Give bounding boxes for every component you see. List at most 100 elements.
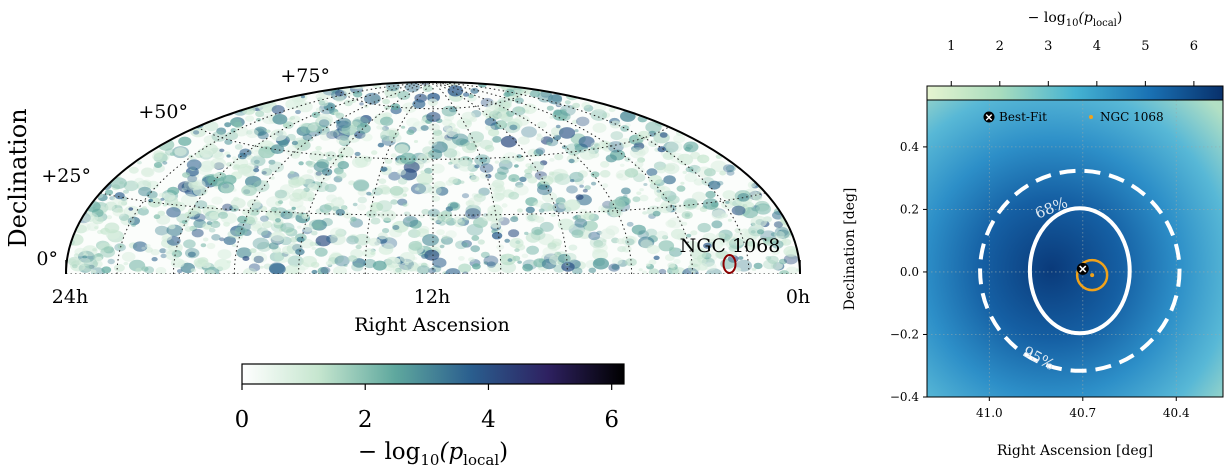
sky-speckle [726, 132, 740, 143]
sky-speckle [590, 146, 596, 150]
sky-speckle [775, 189, 788, 198]
sky-speckle [504, 238, 511, 243]
sky-speckle [224, 122, 232, 128]
sky-speckle [654, 185, 671, 198]
sky-speckle [168, 224, 176, 230]
sky-speckle [632, 196, 641, 202]
sky-speckle [710, 112, 727, 124]
sky-speckle [214, 82, 226, 89]
sky-speckle [625, 82, 637, 91]
sky-speckle [97, 194, 108, 202]
sky-speckle [552, 202, 567, 213]
sky-speckle [589, 236, 607, 249]
skymap-ngc-marker[interactable] [722, 254, 737, 274]
sky-speckle [600, 161, 610, 168]
sky-speckle [441, 105, 457, 117]
sky-speckle [66, 206, 75, 216]
sky-speckle [678, 94, 687, 100]
sky-speckle [200, 243, 207, 248]
sky-speckle [395, 144, 409, 154]
dec-tick-label-75: +75° [280, 65, 330, 87]
sky-speckle [66, 196, 81, 208]
sky-speckle [241, 208, 252, 216]
sky-speckle [670, 93, 681, 101]
sky-speckle [412, 99, 426, 109]
sky-speckle [761, 121, 776, 133]
sky-speckle [288, 177, 300, 186]
sky-speckle [683, 121, 695, 129]
sky-speckle [728, 245, 738, 252]
sky-speckle [539, 221, 554, 232]
sky-speckle [141, 266, 149, 272]
sky-speckle [235, 82, 246, 87]
sky-speckle [690, 128, 702, 137]
sky-speckle [472, 263, 481, 270]
sky-speckle [676, 185, 686, 192]
sky-speckle [406, 129, 415, 135]
sky-speckle [441, 118, 453, 127]
sky-speckle [490, 192, 505, 202]
sky-speckle [571, 119, 578, 124]
sky-speckle [484, 144, 495, 152]
sky-speckle [353, 180, 370, 192]
sky-speckle [631, 224, 646, 235]
sky-speckle [702, 232, 717, 243]
sky-speckle [658, 240, 675, 252]
sky-speckle [231, 156, 237, 160]
sky-speckle [612, 91, 620, 97]
sky-speckle [685, 117, 692, 122]
sky-speckle [795, 195, 800, 200]
sky-speckle [93, 86, 99, 90]
sky-speckle [648, 174, 662, 185]
sky-speckle [720, 129, 728, 135]
sky-speckle [542, 246, 558, 258]
sky-speckle [238, 166, 250, 176]
sky-speckle [237, 215, 248, 224]
sky-speckle [123, 261, 129, 266]
sky-speckle [507, 229, 520, 238]
sky-speckle [524, 168, 533, 175]
sky-speckle [453, 216, 463, 223]
sky-speckle [697, 108, 714, 120]
sky-speckle [642, 211, 648, 215]
sky-speckle [582, 188, 588, 193]
sky-speckle [113, 264, 125, 272]
sky-speckle [461, 111, 476, 122]
sky-speckle [113, 162, 119, 167]
sky-speckle [244, 82, 250, 87]
sky-speckle [260, 215, 269, 222]
skymap-colorbar-tick-label: 6 [604, 407, 619, 433]
sky-speckle [439, 244, 445, 249]
sky-speckle [583, 212, 595, 220]
sky-speckle [775, 131, 788, 141]
sky-speckle [514, 97, 524, 104]
sky-speckle [230, 128, 237, 133]
sky-speckle [526, 245, 539, 255]
sky-speckle [795, 199, 800, 204]
sky-speckle [427, 185, 442, 196]
sky-speckle [739, 135, 750, 143]
sky-speckle [286, 133, 296, 141]
sky-speckle [376, 184, 391, 195]
sky-speckle [346, 235, 359, 245]
sky-speckle [609, 208, 622, 217]
sky-speckle [659, 132, 668, 138]
sky-speckle [388, 171, 401, 181]
sky-speckle [715, 130, 732, 143]
sky-speckle [488, 128, 500, 137]
sky-speckle [270, 144, 285, 155]
sky-speckle [519, 176, 527, 182]
sky-speckle [690, 126, 704, 136]
sky-speckle [432, 257, 447, 268]
sky-speckle [783, 254, 799, 265]
sky-speckle [399, 152, 417, 165]
sky-speckle [773, 187, 779, 192]
sky-speckle [672, 82, 678, 87]
zoom-colorbar-tick-label: 4 [1093, 39, 1101, 54]
sky-speckle [309, 241, 317, 247]
sky-speckle [227, 98, 242, 109]
sky-speckle [251, 251, 268, 264]
sky-speckle [619, 163, 625, 167]
sky-speckle [380, 209, 397, 222]
sky-speckle [463, 92, 470, 97]
